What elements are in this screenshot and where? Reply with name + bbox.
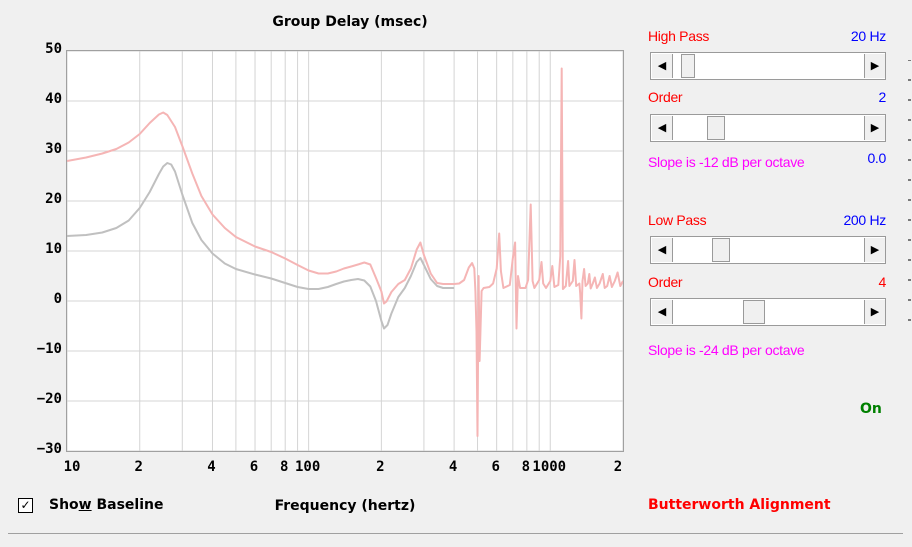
show-baseline-checkbox[interactable]: ✓ Show Baseline — [18, 497, 164, 513]
high-pass-label: High Pass — [648, 28, 710, 44]
scroll-left-arrow-icon[interactable]: ◀ — [652, 116, 673, 140]
x-tick-label: 4 — [448, 459, 458, 475]
scroll-left-arrow-icon[interactable]: ◀ — [652, 238, 673, 262]
high-order-value: 2 — [878, 89, 887, 105]
x-tick-label: 2 — [376, 459, 385, 475]
chart-title: Group Delay (msec) — [272, 14, 428, 30]
high-pass-value: 20 Hz — [850, 28, 886, 44]
low-order-label: Order — [648, 274, 683, 290]
x-tick-label: 8 — [521, 459, 531, 475]
plot-area — [66, 50, 624, 452]
checkbox-box[interactable]: ✓ — [18, 497, 33, 513]
x-tick-label: 6 — [491, 459, 500, 475]
high-pass-scrollbar[interactable]: ◀ ▶ — [650, 52, 886, 80]
high-order-label: Order — [648, 89, 683, 105]
high-pass-thumb[interactable] — [680, 54, 695, 78]
y-tick-label: 20 — [45, 191, 62, 207]
x-tick-label: 4 — [207, 459, 216, 475]
low-order-scrollbar[interactable]: ◀ ▶ — [650, 298, 886, 326]
low-pass-thumb[interactable] — [712, 238, 731, 262]
y-tick-label: 40 — [45, 91, 62, 107]
scroll-right-arrow-icon[interactable]: ▶ — [864, 300, 885, 324]
x-axis-label: Frequency (hertz) — [274, 498, 416, 514]
scroll-left-arrow-icon[interactable]: ◀ — [652, 300, 673, 324]
scroll-left-arrow-icon[interactable]: ◀ — [652, 54, 673, 78]
y-tick-label: −10 — [36, 341, 62, 357]
x-tick-label: 2 — [134, 459, 143, 475]
scroll-right-arrow-icon[interactable]: ▶ — [864, 238, 885, 262]
y-tick-label: −30 — [36, 441, 62, 457]
y-tick-label: 0 — [53, 291, 62, 307]
divider-line — [8, 533, 903, 534]
edge-marks — [908, 60, 911, 321]
y-tick-label: −20 — [36, 391, 62, 407]
group-delay-chart — [66, 50, 624, 452]
status-on: On — [860, 401, 882, 417]
x-tick-label: 8 — [279, 459, 289, 475]
x-tick-label: 6 — [249, 459, 259, 475]
x-tick-label: 10 — [63, 459, 81, 475]
low-order-thumb[interactable] — [743, 300, 766, 324]
high-order-thumb[interactable] — [706, 116, 725, 140]
x-tick-label: 100 — [294, 459, 321, 475]
y-tick-label: 30 — [45, 141, 62, 157]
high-slope-value: 0.0 — [867, 150, 886, 166]
alignment-label: Butterworth Alignment — [648, 497, 831, 513]
high-slope-text: Slope is -12 dB per octave — [648, 154, 805, 170]
high-order-scrollbar[interactable]: ◀ ▶ — [650, 114, 886, 142]
low-order-value: 4 — [878, 274, 887, 290]
low-slope-text: Slope is -24 dB per octave — [648, 342, 805, 358]
y-tick-label: 10 — [45, 241, 62, 257]
y-tick-label: 50 — [45, 41, 62, 57]
series-line-2 — [66, 162, 455, 330]
x-tick-label: 1000 — [532, 459, 567, 475]
show-baseline-label: Show Baseline — [49, 497, 164, 513]
low-pass-label: Low Pass — [648, 212, 707, 228]
x-tick-label: 2 — [613, 459, 623, 475]
scroll-right-arrow-icon[interactable]: ▶ — [864, 54, 885, 78]
low-pass-scrollbar[interactable]: ◀ ▶ — [650, 236, 886, 264]
series-line-1 — [66, 67, 624, 437]
low-pass-value: 200 Hz — [843, 212, 886, 228]
scroll-right-arrow-icon[interactable]: ▶ — [864, 116, 885, 140]
